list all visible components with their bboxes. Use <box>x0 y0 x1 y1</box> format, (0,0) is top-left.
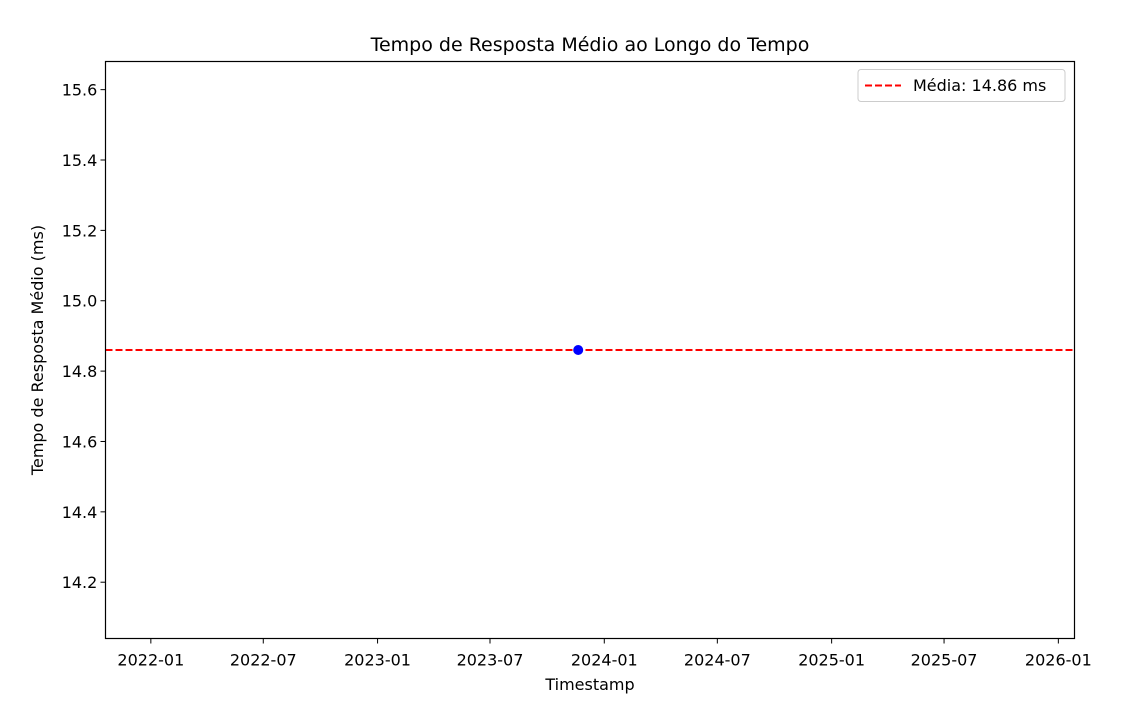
x-tick-label: 2024-01 <box>571 651 638 670</box>
y-tick-label: 14.6 <box>62 432 98 451</box>
data-point <box>573 345 584 355</box>
y-tick-label: 15.0 <box>62 292 98 311</box>
y-tick-label: 14.4 <box>62 503 98 522</box>
x-tick-label: 2023-01 <box>344 651 411 670</box>
y-tick-label: 14.2 <box>62 573 98 592</box>
legend-label: Média: 14.86 ms <box>913 76 1046 95</box>
y-tick-label: 15.2 <box>62 221 98 240</box>
x-tick-label: 2023-07 <box>457 651 524 670</box>
plot-area <box>105 345 1075 355</box>
x-axis: 2022-01 2022-07 2023-01 2023-07 2024-01 2024-… <box>117 638 1092 670</box>
x-tick-label: 2026-01 <box>1025 651 1092 670</box>
y-tick-label: 14.8 <box>62 362 98 381</box>
y-axis: 14.2 14.4 14.6 14.8 15.0 15.2 15.4 15.6 <box>62 81 106 592</box>
x-tick-label: 2024-07 <box>684 651 751 670</box>
x-axis-label: Timestamp <box>544 675 634 694</box>
x-tick-label: 2022-07 <box>230 651 297 670</box>
x-tick-label: 2025-07 <box>911 651 978 670</box>
x-tick-label: 2022-01 <box>117 651 184 670</box>
y-tick-label: 15.4 <box>62 151 98 170</box>
x-tick-label: 2025-01 <box>798 651 865 670</box>
y-axis-label: Tempo de Resposta Médio (ms) <box>28 225 47 476</box>
y-tick-label: 15.6 <box>62 81 98 100</box>
plot-frame <box>104 60 1076 640</box>
legend-box <box>857 69 1066 102</box>
chart-title: Tempo de Resposta Médio ao Longo do Temp… <box>370 34 810 56</box>
legend: Média: 14.86 ms <box>857 69 1066 102</box>
